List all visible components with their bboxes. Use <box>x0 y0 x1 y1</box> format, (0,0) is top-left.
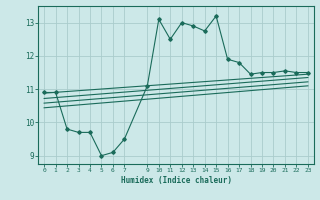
X-axis label: Humidex (Indice chaleur): Humidex (Indice chaleur) <box>121 176 231 185</box>
